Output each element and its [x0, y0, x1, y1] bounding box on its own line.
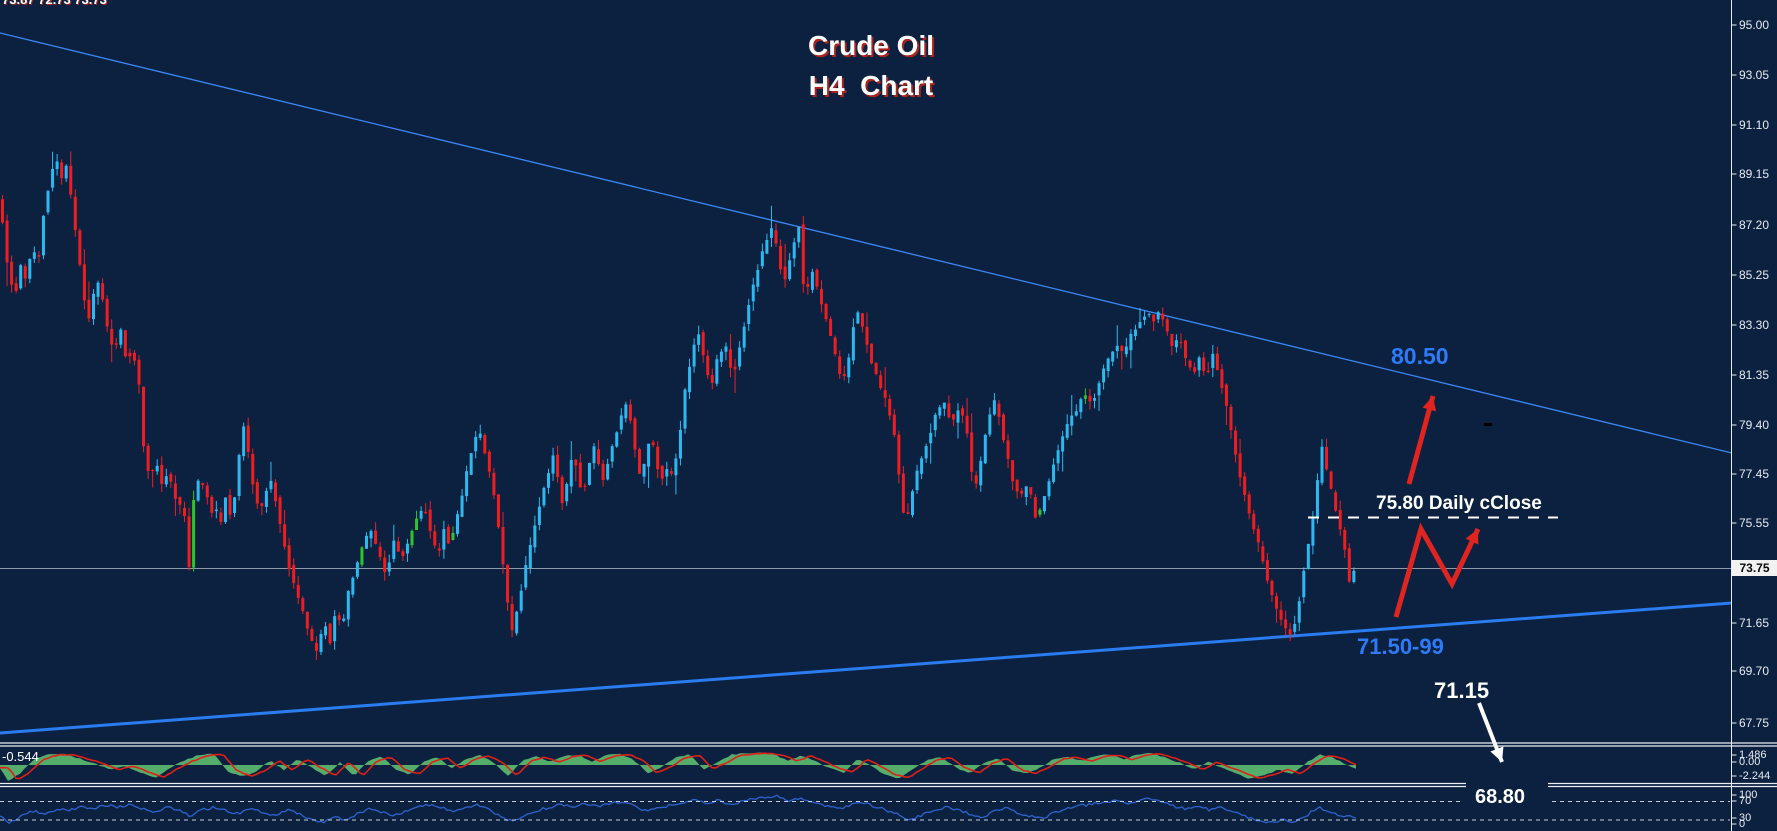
oscillator-panel[interactable] — [0, 752, 1357, 781]
resistance-trendline[interactable] — [0, 32, 1732, 454]
axis-label: 100 — [1739, 789, 1758, 801]
support-trendline[interactable] — [0, 601, 1732, 735]
chart-title-symbol: Crude Oil — [807, 30, 934, 61]
axis-label: 81.35 — [1739, 368, 1770, 382]
axis-label: 85.25 — [1739, 268, 1770, 282]
axis-label: 69.70 — [1739, 664, 1770, 678]
oscillator-signal-line — [0, 752, 1357, 780]
ohlc-info-clipped: 73.87 72.73 73.73 — [2, 0, 107, 7]
current-price-tag: 73.75 — [1732, 560, 1777, 576]
axis-label: 71.65 — [1739, 616, 1770, 630]
annotation-support-zone[interactable]: 71.50-99 — [1357, 634, 1444, 659]
rsi-panel[interactable] — [0, 794, 1357, 825]
zigzag-arrow[interactable] — [1393, 522, 1481, 618]
axis-label: 67.75 — [1739, 716, 1770, 730]
black-mark — [1484, 423, 1492, 426]
axis-label: 87.20 — [1739, 218, 1770, 232]
annotation-resistance-target[interactable]: 80.50 — [1391, 343, 1449, 369]
drawn-arrows-layer[interactable] — [1393, 395, 1504, 763]
annotation-level-6880[interactable]: 68.80 — [1475, 786, 1526, 808]
axis-label: 89.15 — [1739, 167, 1770, 181]
candles-layer — [1, 151, 1356, 661]
axis-label: 30 — [1739, 812, 1752, 824]
annotation-level-7115[interactable]: 71.15 — [1434, 678, 1490, 703]
axis-label: 79.40 — [1739, 418, 1770, 432]
axis-label: 95.00 — [1739, 18, 1770, 32]
arrow[interactable] — [1406, 395, 1436, 485]
axis-label: 83.30 — [1739, 318, 1770, 332]
main-chart-layer[interactable] — [0, 32, 1732, 735]
axis-label: 1.486 — [1739, 749, 1767, 761]
annotation-daily-close[interactable]: 75.80 Daily cClose — [1376, 493, 1542, 514]
axis-label: 77.45 — [1739, 467, 1770, 481]
axis-label: 93.05 — [1739, 68, 1770, 82]
axis-label: 75.55 — [1739, 516, 1770, 530]
axis-label: 91.10 — [1739, 118, 1770, 132]
oscillator-area — [0, 752, 1356, 781]
axis-label: 70 — [1739, 795, 1752, 807]
axis-label: -2.244 — [1739, 770, 1771, 782]
chart-title-timeframe: H4 Chart — [808, 70, 934, 101]
axis-label: 0.00 — [1739, 756, 1761, 768]
oscillator-current-value: -0.544 — [2, 749, 39, 764]
axis-label: 0 — [1739, 818, 1746, 830]
rsi-line — [0, 794, 1357, 825]
